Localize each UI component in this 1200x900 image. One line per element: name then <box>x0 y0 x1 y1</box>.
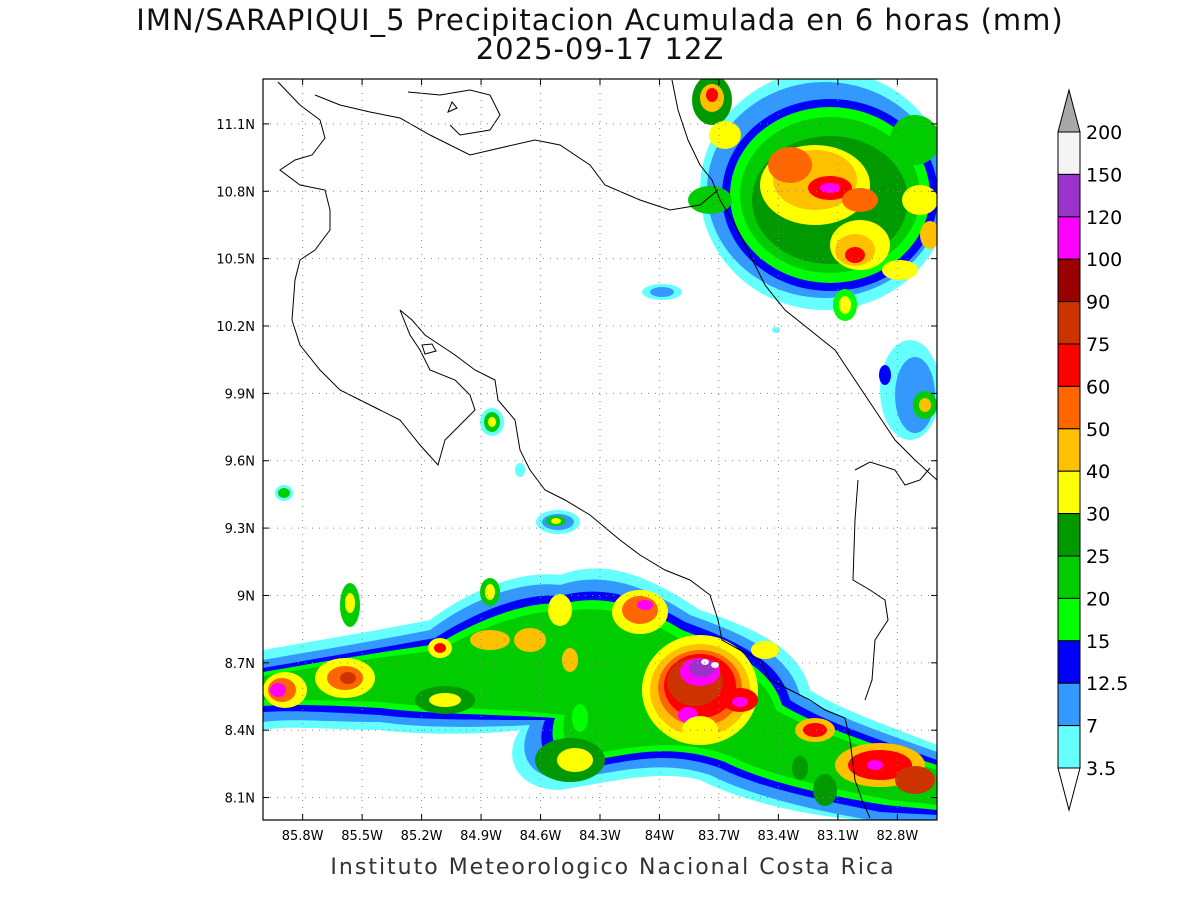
colorbar-box <box>1057 682 1081 727</box>
lat-tick-label: 9N <box>237 589 255 604</box>
rain-cells-isolated <box>275 284 937 534</box>
map-subtitle-date: 2025-09-17 12Z <box>475 32 725 66</box>
rain-band-northeast <box>688 79 937 321</box>
colorbar-box <box>1057 173 1081 218</box>
map-title: IMN/SARAPIQUI_5 Precipitacion Acumulada … <box>136 3 1064 37</box>
panama-border <box>852 461 931 701</box>
rain-band-south <box>263 568 937 820</box>
lon-tick-label: 84.3W <box>579 829 621 844</box>
colorbar-label: 12.5 <box>1086 673 1128 695</box>
longitude-axis: 85.8W 85.5W 85.2W 84.9W 84.6W 84.3W 84W 83.7W 83… <box>282 79 918 844</box>
colorbar-box <box>1057 640 1081 684</box>
lake-island <box>447 101 458 113</box>
footer-credit: Instituto Meteorologico Nacional Costa R… <box>330 855 896 880</box>
nicaragua-border <box>314 94 719 211</box>
lat-tick-label: 11.1N <box>216 118 255 133</box>
colorbar-label: 200 <box>1086 122 1122 144</box>
colorbar-label: 60 <box>1086 376 1110 398</box>
colorbar-box <box>1057 216 1081 260</box>
colorbar-label: 150 <box>1086 164 1122 186</box>
colorbar-box <box>1057 258 1081 303</box>
colorbar-box <box>1057 301 1081 345</box>
lake-nicaragua-shore <box>407 89 501 136</box>
colorbar-label: 100 <box>1086 249 1122 271</box>
pacific-coastline <box>277 81 871 819</box>
lat-tick-label: 9.3N <box>225 522 255 537</box>
lon-tick-label: 83.7W <box>698 829 740 844</box>
colorbar-box <box>1057 597 1081 642</box>
lon-tick-label: 84.6W <box>520 829 562 844</box>
lon-tick-label: 85.2W <box>401 829 443 844</box>
colorbar-box <box>1057 343 1081 387</box>
colorbar: 200 150 120 100 90 75 60 50 40 30 25 20 15 12.5 7 3.5 <box>1057 88 1128 812</box>
colorbar-box <box>1057 131 1081 175</box>
lon-tick-label: 84.9W <box>460 829 502 844</box>
colorbar-box <box>1057 725 1081 769</box>
colorbar-label: 90 <box>1086 292 1110 314</box>
lon-tick-label: 83.4W <box>758 829 800 844</box>
lon-tick-label: 85.8W <box>282 829 324 844</box>
caribbean-coastline <box>671 79 937 481</box>
lat-tick-label: 9.6N <box>225 455 255 470</box>
colorbar-label: 7 <box>1086 716 1098 738</box>
colorbar-label: 15 <box>1086 631 1110 653</box>
lat-tick-label: 8.7N <box>225 657 255 672</box>
lat-tick-label: 9.9N <box>225 387 255 402</box>
colorbar-over-triangle <box>1057 88 1081 133</box>
map-grid <box>263 79 937 820</box>
lon-tick-label: 85.5W <box>341 829 383 844</box>
lon-tick-label: 83.1W <box>817 829 859 844</box>
lon-tick-label: 84W <box>645 829 675 844</box>
colorbar-under-triangle <box>1057 767 1081 812</box>
colorbar-label: 40 <box>1086 461 1110 483</box>
colorbar-label: 30 <box>1086 504 1110 526</box>
lon-tick-label: 82.8W <box>876 829 918 844</box>
colorbar-box <box>1057 385 1081 430</box>
colorbar-label: 25 <box>1086 546 1110 568</box>
lat-tick-label: 8.4N <box>225 724 255 739</box>
lat-tick-label: 10.8N <box>216 185 255 200</box>
lat-tick-label: 10.2N <box>216 320 255 335</box>
gulf-island <box>421 343 437 355</box>
colorbar-label: 75 <box>1086 334 1110 356</box>
colorbar-box <box>1057 470 1081 515</box>
precipitation-field <box>263 79 937 820</box>
colorbar-label: 120 <box>1086 207 1122 229</box>
colorbar-label: 20 <box>1086 588 1110 610</box>
colorbar-box <box>1057 513 1081 557</box>
colorbar-box <box>1057 555 1081 599</box>
coastlines-and-borders <box>277 79 937 819</box>
latitude-axis: 11.1N 10.8N 10.5N 10.2N 9.9N 9.6N 9.3N 9N 8.7N 8.… <box>216 118 937 807</box>
colorbar-label: 3.5 <box>1086 758 1116 780</box>
colorbar-label: 50 <box>1086 419 1110 441</box>
lat-tick-label: 10.5N <box>216 253 255 268</box>
lat-tick-label: 8.1N <box>225 792 255 807</box>
colorbar-box <box>1057 428 1081 472</box>
